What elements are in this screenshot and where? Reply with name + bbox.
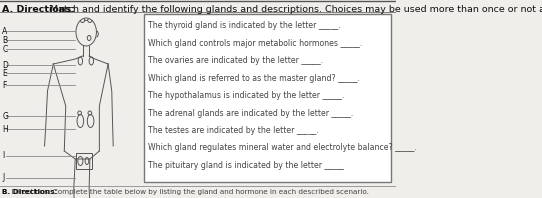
Text: E: E — [2, 69, 7, 77]
Text: Which gland controls major metabolic hormones _____.: Which gland controls major metabolic hor… — [149, 38, 363, 48]
Text: The testes are indicated by the letter _____.: The testes are indicated by the letter _… — [149, 126, 319, 135]
Text: B. Directions:: B. Directions: — [2, 189, 57, 195]
Text: J: J — [2, 173, 4, 183]
Text: B: B — [2, 35, 7, 45]
Text: The hypothalamus is indicated by the letter _____.: The hypothalamus is indicated by the let… — [149, 91, 345, 100]
Text: Which gland regulates mineral water and electrolyte balance? _____.: Which gland regulates mineral water and … — [149, 144, 417, 152]
Text: B. Directions: Complete the table below by listing the gland and hormone in each: B. Directions: Complete the table below … — [2, 189, 369, 195]
Text: Which gland is referred to as the master gland? _____.: Which gland is referred to as the master… — [149, 73, 360, 83]
Bar — [76, 153, 92, 169]
Text: A: A — [2, 27, 8, 35]
Text: D: D — [2, 61, 8, 69]
Text: The adrenal glands are indicated by the letter _____.: The adrenal glands are indicated by the … — [149, 109, 354, 117]
Text: H: H — [2, 125, 8, 133]
Text: A. Directions:: A. Directions: — [2, 5, 75, 14]
Text: The ovaries are indicated by the letter _____.: The ovaries are indicated by the letter … — [149, 56, 324, 65]
Text: The pituitary gland is indicated by the letter _____: The pituitary gland is indicated by the … — [149, 161, 344, 170]
Text: Match and identify the following glands and descriptions. Choices may be used mo: Match and identify the following glands … — [48, 5, 542, 14]
Text: C: C — [2, 45, 8, 53]
Bar — [144, 14, 391, 182]
Text: F: F — [2, 81, 7, 89]
Text: I: I — [2, 151, 4, 161]
Text: G: G — [2, 111, 8, 121]
Text: The thyroid gland is indicated by the letter _____.: The thyroid gland is indicated by the le… — [149, 21, 341, 30]
